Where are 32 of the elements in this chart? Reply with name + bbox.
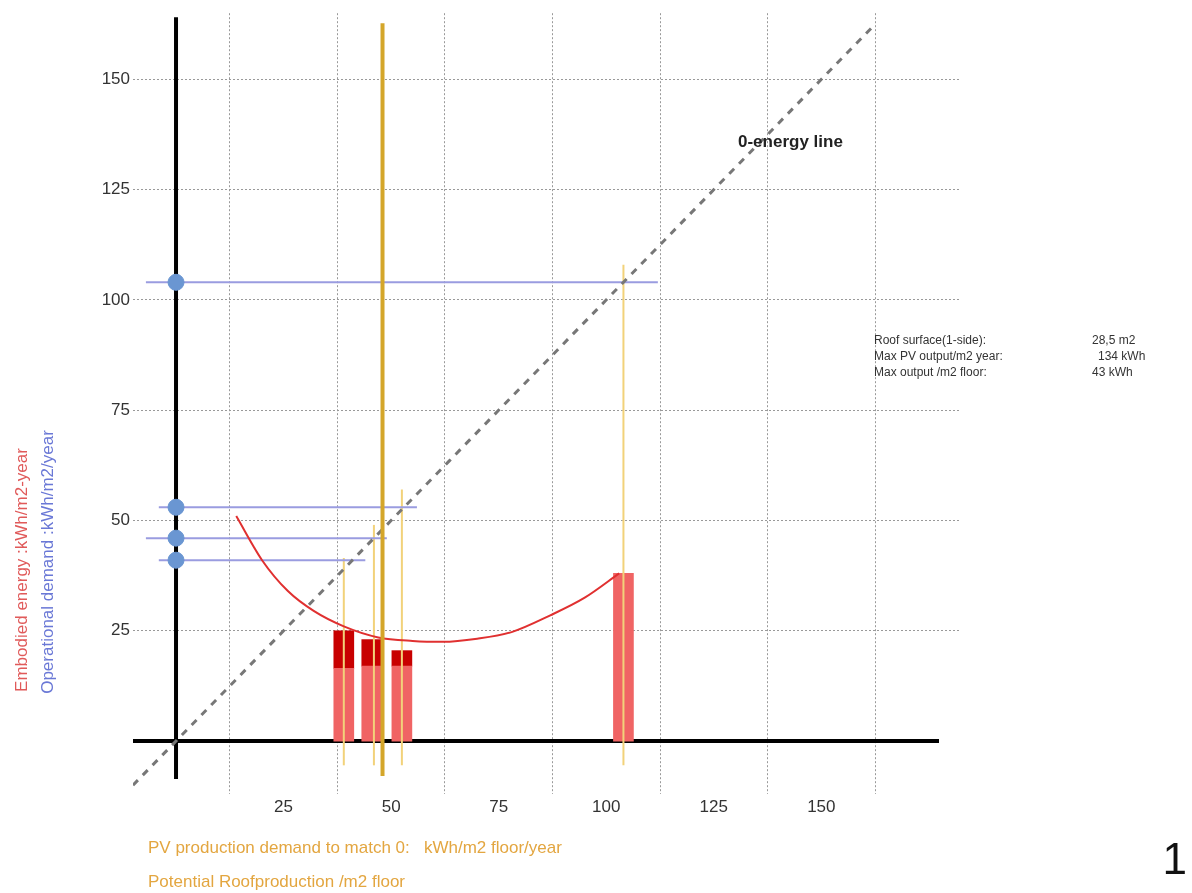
y-tick-label: 100 xyxy=(101,289,130,309)
x-tick-label: 100 xyxy=(592,796,621,816)
y-axis-title: Embodied energy :kWh/m2-year xyxy=(11,447,31,692)
annotation: Roof surface(1-side): xyxy=(874,333,987,348)
annotation: Max output /m2 floor: xyxy=(874,365,987,380)
x-axis-title: PV production demand to match 0: kWh/m2 floor/year xyxy=(148,837,563,857)
y-tick-label: 75 xyxy=(111,399,130,419)
text: 134 kWh xyxy=(1098,349,1146,364)
bar xyxy=(613,573,634,742)
y-tick-label: 125 xyxy=(101,179,130,199)
x-tick-label: 75 xyxy=(489,796,509,816)
annotation: 0-energy line xyxy=(738,131,843,151)
text: Potential Roofproduction /m2 floor xyxy=(148,871,406,891)
y-tick-label: 150 xyxy=(101,69,130,89)
text: 28,5 m2 xyxy=(1092,333,1136,348)
annotation: Max PV output/m2 year: xyxy=(874,349,1003,364)
x-tick-label: 125 xyxy=(699,796,728,816)
text: Operational demand :kWh/m2/year xyxy=(37,429,57,694)
x-tick-label: 50 xyxy=(381,796,401,816)
point xyxy=(167,529,185,547)
y-tick-label: 50 xyxy=(111,510,130,530)
x-tick-label: 150 xyxy=(807,796,836,816)
point xyxy=(167,273,185,291)
bar xyxy=(333,667,355,742)
text: 1 xyxy=(1162,834,1187,884)
point xyxy=(167,498,185,516)
text: 43 kWh xyxy=(1092,365,1133,380)
line-series xyxy=(235,515,621,643)
point xyxy=(167,551,185,569)
y-tick-label: 25 xyxy=(111,620,130,640)
bar xyxy=(333,630,355,669)
x-tick-label: 25 xyxy=(274,796,294,816)
